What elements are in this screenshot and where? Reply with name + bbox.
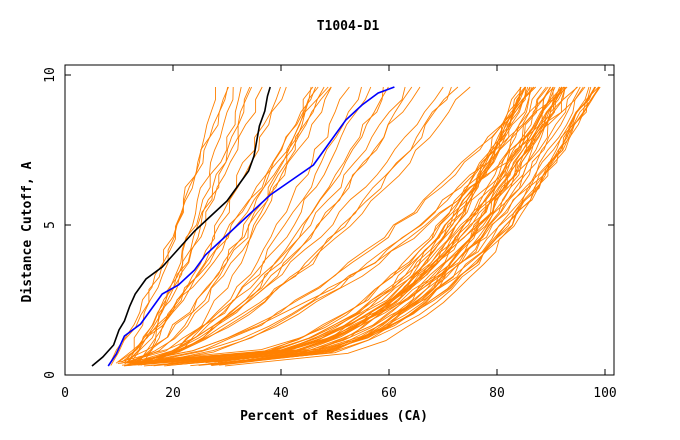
y-axis-ticks: 0 5 10: [43, 67, 614, 379]
background-series-line: [135, 86, 287, 364]
series-line-blue: [107, 86, 395, 367]
background-series-line: [217, 86, 522, 363]
background-series-line: [143, 86, 578, 366]
background-series-line: [124, 86, 581, 367]
background-series-line: [124, 86, 325, 365]
x-axis-ticks: 0 20 40 60 80 100: [61, 65, 617, 401]
background-series-line: [119, 86, 444, 363]
y-tick-label: 5: [43, 221, 58, 229]
series-line-black: [91, 86, 271, 367]
background-series-line: [150, 86, 312, 364]
x-tick-label: 20: [165, 386, 181, 401]
background-series-line: [139, 86, 566, 363]
background-series-line: [216, 86, 551, 365]
background-series-line: [194, 86, 578, 363]
chart-title: T1004-D1: [317, 19, 380, 34]
background-series-line: [135, 86, 597, 364]
x-axis-label: Percent of Residues (CA): [240, 409, 428, 424]
background-series-line: [124, 86, 601, 363]
background-series-line: [127, 86, 563, 364]
background-series-line: [110, 86, 229, 366]
background-series-group: [110, 86, 601, 367]
background-series-line: [121, 86, 314, 363]
background-series-line: [192, 86, 599, 364]
background-series-line: [228, 86, 531, 363]
y-axis-label: Distance Cutoff, A: [20, 161, 35, 302]
background-series-line: [127, 86, 522, 367]
background-series-line: [144, 86, 372, 363]
background-series-line: [205, 86, 563, 364]
background-series-line: [121, 86, 529, 366]
background-series-line: [219, 86, 556, 366]
background-series-line: [127, 86, 251, 363]
background-series-line: [165, 86, 526, 363]
background-series-line: [149, 86, 384, 364]
background-series-line: [127, 86, 242, 363]
background-series-line: [139, 86, 389, 364]
background-series-line: [129, 86, 527, 363]
x-tick-label: 60: [381, 386, 397, 401]
x-tick-label: 40: [273, 386, 289, 401]
background-series-line: [123, 86, 459, 367]
plot-frame: [64, 64, 615, 376]
x-tick-label: 0: [61, 386, 69, 401]
background-series-line: [124, 86, 471, 366]
background-series-line: [139, 86, 535, 364]
background-series-line: [123, 87, 216, 364]
background-series-line: [137, 86, 562, 365]
x-tick-label: 100: [593, 386, 616, 401]
background-series-line: [191, 86, 526, 363]
background-series-line: [140, 86, 362, 363]
background-series-line: [140, 86, 234, 366]
background-series-line: [175, 87, 526, 364]
background-series-line: [166, 86, 596, 366]
background-series-line: [129, 86, 452, 365]
background-series-line: [211, 86, 566, 366]
background-series-line: [133, 86, 413, 365]
y-tick-label: 0: [43, 371, 58, 379]
background-series-line: [152, 86, 554, 364]
background-series-line: [126, 86, 263, 363]
x-tick-label: 80: [489, 386, 505, 401]
highlight-series-group: [91, 86, 395, 367]
background-series-line: [149, 86, 350, 363]
background-series-line: [224, 86, 590, 367]
background-series-line: [130, 86, 253, 364]
background-series-line: [117, 86, 332, 363]
y-tick-label: 10: [43, 67, 58, 83]
